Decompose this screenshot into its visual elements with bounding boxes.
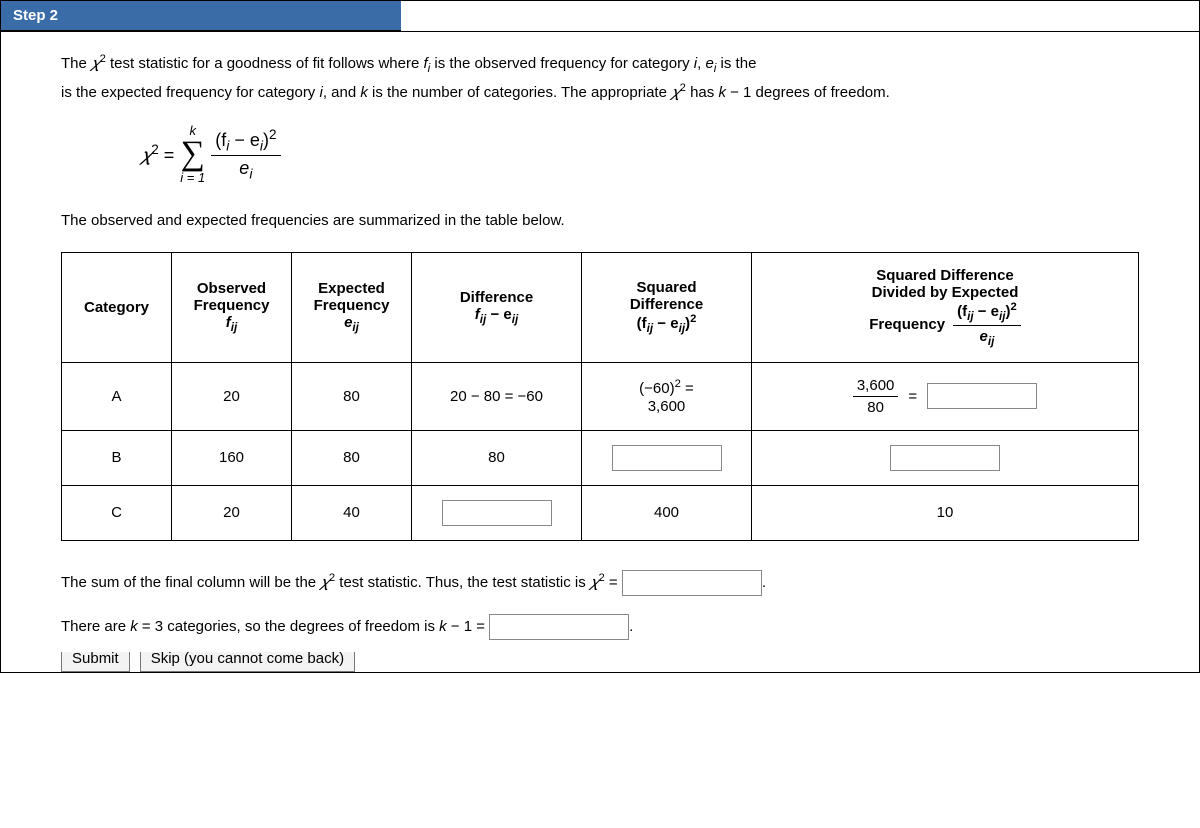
page-container: Step 2 The 𝜒2 test statistic for a goodn… (0, 0, 1200, 673)
text: is the number of categories. The appropr… (368, 84, 671, 101)
fraction-denominator: ei (239, 156, 252, 182)
cell-expected: 80 (292, 430, 412, 485)
cell-squared: 400 (582, 485, 752, 540)
table-row: B 160 80 80 (62, 430, 1139, 485)
formula-lhs: 𝜒2 = (141, 142, 174, 166)
cell-expected: 80 (292, 362, 412, 430)
sigma-bottom: i = 1 (180, 171, 205, 184)
answer-input-row-b-squared[interactable] (612, 445, 722, 471)
text: is the (716, 55, 756, 72)
formula-fraction: (fi − ei)2 ei (211, 127, 280, 182)
answer-input-row-a-divided[interactable] (927, 383, 1037, 409)
table-row: A 20 80 20 − 80 = −60 (−60)2 =3,600 3,60… (62, 362, 1139, 430)
skip-button[interactable]: Skip (you cannot come back) (140, 652, 355, 672)
footer-buttons: Submit Skip (you cannot come back) (1, 652, 1199, 672)
cell-difference (412, 485, 582, 540)
sigma-symbol: ∑ (181, 137, 205, 171)
var-k: k (360, 84, 368, 101)
cell-category: A (62, 362, 172, 430)
text: has (686, 84, 719, 101)
answer-input-row-b-divided[interactable] (890, 445, 1000, 471)
header-category: Category (62, 252, 172, 362)
cell-squared: (−60)2 =3,600 (582, 362, 752, 430)
text: is the expected frequency for category (61, 84, 319, 101)
text: is the observed frequency for category (430, 55, 693, 72)
sentence-degrees-freedom: There are k = 3 categories, so the degre… (61, 612, 1139, 642)
cell-divided: 10 (752, 485, 1139, 540)
header-observed: ObservedFrequency fij (172, 252, 292, 362)
answer-input-degrees-freedom[interactable] (489, 614, 629, 640)
header-squared-diff: SquaredDifference (fij − eij)2 (582, 252, 752, 362)
table-intro-line: The observed and expected frequencies ar… (61, 208, 1139, 234)
chi-square-formula: 𝜒2 = k ∑ i = 1 (fi − ei)2 ei (141, 124, 1139, 184)
text: test statistic for a goodness of fit fol… (106, 55, 424, 72)
frac-num: 3,600 (853, 377, 899, 397)
var-e: e (705, 55, 713, 72)
cell-divided (752, 430, 1139, 485)
frac-den: 80 (867, 397, 884, 416)
cell-difference: 20 − 80 = −60 (412, 362, 582, 430)
cell-category: C (62, 485, 172, 540)
header-divided: Squared DifferenceDivided by Expected Fr… (752, 252, 1139, 362)
cell-difference: 80 (412, 430, 582, 485)
step-label: Step 2 (1, 1, 401, 31)
sigma-block: k ∑ i = 1 (180, 124, 205, 184)
chi-symbol: 𝜒 (91, 56, 100, 72)
cell-observed: 20 (172, 362, 292, 430)
content-area: The 𝜒2 test statistic for a goodness of … (1, 32, 1199, 652)
text: The (61, 55, 91, 72)
header-row: Step 2 (1, 1, 1199, 32)
table-row: C 20 40 400 10 (62, 485, 1139, 540)
sentence-chi-square: The sum of the final column will be the … (61, 567, 1139, 598)
answer-input-row-c-diff[interactable] (442, 500, 552, 526)
cell-observed: 20 (172, 485, 292, 540)
cell-expected: 40 (292, 485, 412, 540)
header-difference: Difference fij − eij (412, 252, 582, 362)
table-header-row: Category ObservedFrequency fij ExpectedF… (62, 252, 1139, 362)
cell-observed: 160 (172, 430, 292, 485)
answer-input-chi-square[interactable] (622, 570, 762, 596)
conclusion-block: The sum of the final column will be the … (61, 567, 1139, 642)
cell-category: B (62, 430, 172, 485)
cell-divided: 3,600 80 = (752, 362, 1139, 430)
equals: = (908, 388, 917, 405)
fraction-numerator: (fi − ei)2 (211, 127, 280, 157)
chi-symbol: 𝜒 (671, 85, 680, 101)
header-expected: ExpectedFrequency eij (292, 252, 412, 362)
frequency-table: Category ObservedFrequency fij ExpectedF… (61, 252, 1139, 541)
text: − 1 degrees of freedom. (726, 84, 890, 101)
var-k: k (718, 84, 726, 101)
submit-button[interactable]: Submit (61, 652, 130, 672)
text: , and (323, 84, 361, 101)
intro-paragraph: The 𝜒2 test statistic for a goodness of … (61, 50, 1139, 106)
cell-squared (582, 430, 752, 485)
